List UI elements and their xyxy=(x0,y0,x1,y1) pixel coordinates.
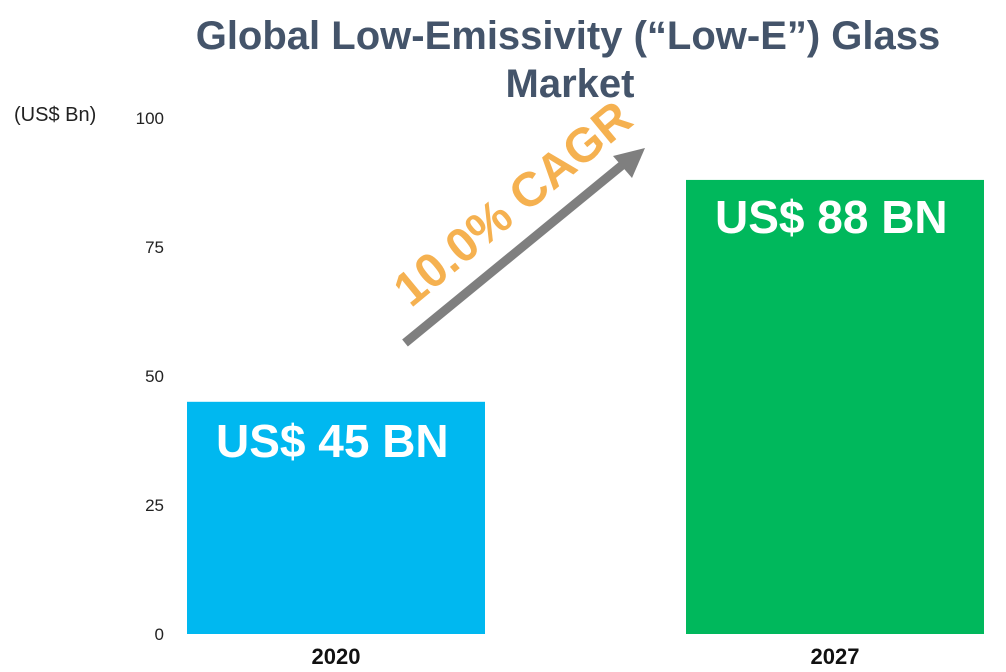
bar-value-label: US$ 45 BN xyxy=(216,415,449,467)
chart-title-line-2: Market xyxy=(505,62,635,106)
cagr-annotation: 10.0% CAGR xyxy=(384,91,642,317)
y-tick-label: 100 xyxy=(136,109,164,128)
cagr-arrow-head xyxy=(613,148,645,178)
bar-2020 xyxy=(187,401,485,634)
y-tick-label: 50 xyxy=(145,367,164,386)
x-category-label: 2027 xyxy=(811,644,860,669)
chart-title-line-1: Global Low-Emissivity (“Low-E”) Glass xyxy=(195,14,941,58)
x-category-label: 2020 xyxy=(312,644,361,669)
bar-value-label: US$ 88 BN xyxy=(715,191,948,243)
cagr-arrow-line xyxy=(402,158,629,347)
bar-2027 xyxy=(686,179,984,635)
y-tick-label: 25 xyxy=(145,496,164,515)
y-axis-unit-label: (US$ Bn) xyxy=(14,104,97,126)
y-tick-label: 0 xyxy=(155,625,164,644)
y-tick-label: 75 xyxy=(145,238,164,257)
